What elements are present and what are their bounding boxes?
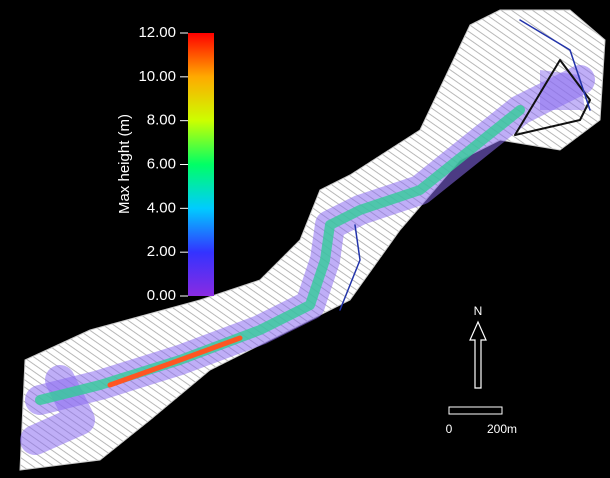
compass-label: N — [474, 304, 483, 318]
colorbar-tick-label: 6.00 — [147, 155, 176, 172]
colorbar-tick-label: 4.00 — [147, 199, 176, 216]
colorbar-tick-label: 12.00 — [138, 24, 176, 41]
colorbar-tick-label: 8.00 — [147, 112, 176, 129]
colorbar-tick-label: 10.00 — [138, 68, 176, 85]
colorbar-tick-label: 0.00 — [147, 287, 176, 304]
colorbar — [188, 33, 214, 296]
scale-start: 0 — [446, 422, 453, 436]
colorbar-label: Max height (m) — [116, 114, 133, 214]
page: {"colorbar": {"label": "Max height (m)",… — [0, 0, 610, 478]
colorbar-ticks: 0.00 2.00 4.00 6.00 8.00 10.00 12.00 — [138, 24, 188, 304]
north-arrow — [470, 322, 486, 388]
scale-bar — [449, 407, 502, 414]
colorbar-tick-label: 2.00 — [147, 243, 176, 260]
scale-end: 200m — [487, 422, 517, 436]
terrain — [20, 10, 605, 470]
map: 0.00 2.00 4.00 6.00 8.00 10.00 12.00 Max heigh… — [0, 0, 610, 478]
